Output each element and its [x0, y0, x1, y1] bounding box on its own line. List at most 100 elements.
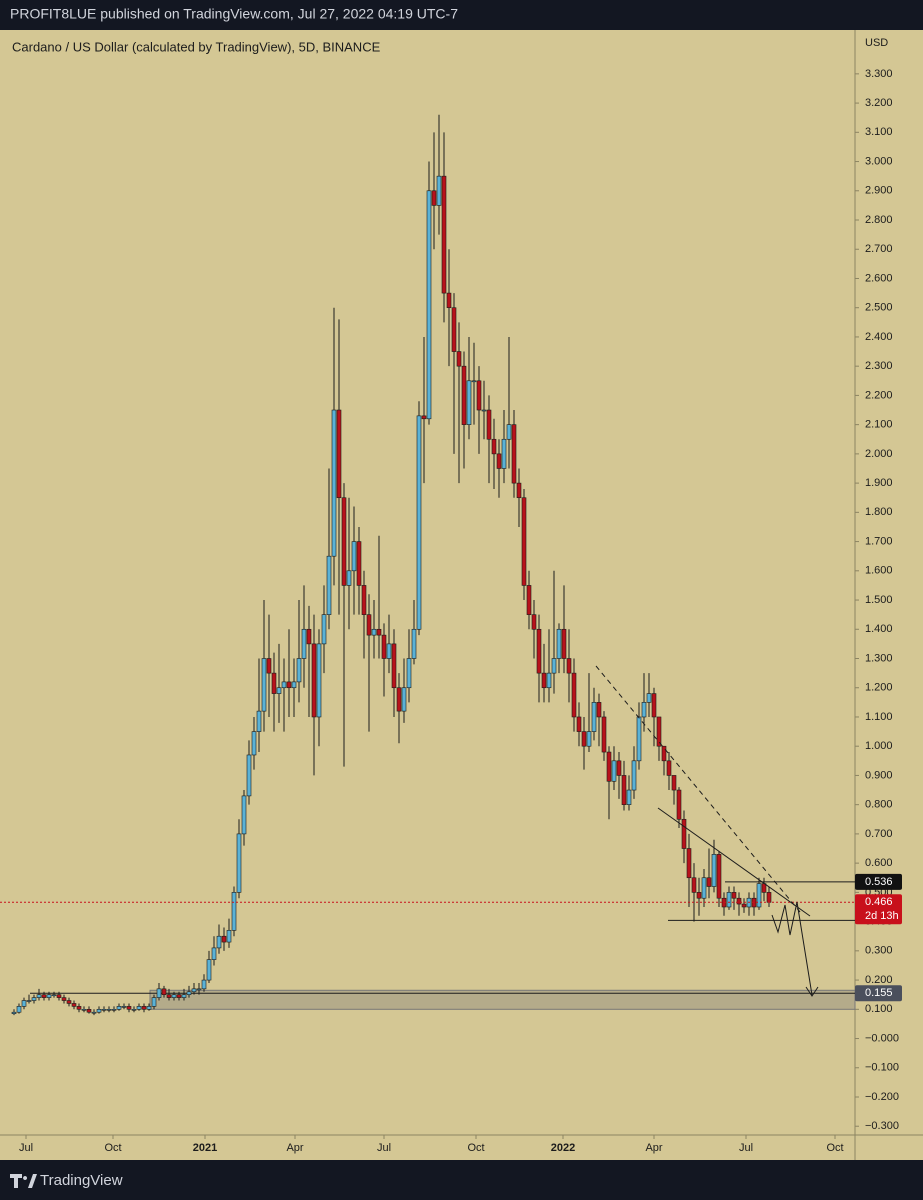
price-tag-label: 0.536: [865, 876, 893, 888]
candle-body: [676, 789, 682, 820]
y-tick-label: 0.200: [865, 974, 893, 986]
candle-body: [131, 1008, 137, 1011]
y-tick-label: 1.900: [865, 477, 893, 489]
x-tick-label: 2021: [193, 1142, 217, 1154]
y-tick-label: 3.200: [865, 97, 893, 109]
candle-body: [91, 1011, 97, 1014]
chart-title: Cardano / US Dollar (calculated by Tradi…: [12, 39, 381, 54]
candle-body: [611, 760, 617, 782]
candle-body: [581, 731, 587, 747]
y-tick-label: 1.400: [865, 623, 893, 635]
y-tick-label: 1.200: [865, 682, 893, 694]
y-tick-label: −0.300: [865, 1120, 899, 1132]
candle-body: [681, 818, 687, 849]
candle-body: [631, 760, 637, 791]
candle-body: [201, 979, 207, 990]
candle-body: [426, 190, 432, 420]
candle-body: [416, 415, 422, 630]
candle-body: [296, 658, 302, 683]
candle-body: [321, 614, 327, 645]
candle-body: [741, 903, 747, 908]
candle-body: [506, 424, 512, 440]
candle-body: [106, 1008, 112, 1011]
projection-path: [771, 901, 813, 996]
price-tag-label: 0.466: [865, 896, 893, 908]
candle-body: [716, 854, 722, 899]
y-tick-label: 2.200: [865, 389, 893, 401]
candle-body: [651, 693, 657, 718]
axis-unit: USD: [865, 37, 888, 49]
candle-body: [636, 716, 642, 762]
candle-body: [691, 877, 697, 893]
candle-body: [541, 672, 547, 689]
x-tick-label: Jul: [377, 1142, 391, 1154]
price-tag: [855, 873, 902, 890]
candle-body: [351, 541, 357, 572]
candle-body: [171, 994, 177, 998]
candle-body: [591, 702, 597, 732]
candle-body: [546, 672, 552, 689]
candle-body: [196, 988, 202, 991]
y-tick-label: 1.500: [865, 594, 893, 606]
candle-body: [26, 1000, 32, 1002]
candle-body: [316, 643, 322, 718]
x-tick-label: Jul: [19, 1142, 33, 1154]
candle-body: [706, 877, 712, 887]
arrow-head: [805, 986, 819, 997]
candle-body: [531, 614, 537, 630]
x-tick-label: 2022: [551, 1142, 575, 1154]
candle-body: [346, 570, 352, 586]
candle-body: [271, 672, 277, 694]
candle-body: [251, 731, 257, 756]
candle-body: [686, 848, 692, 879]
candle-body: [266, 658, 272, 674]
candle-body: [696, 892, 702, 899]
candle-body: [46, 994, 52, 998]
price-tag: [855, 894, 902, 925]
candle-body: [111, 1008, 117, 1011]
candle-body: [441, 175, 447, 294]
candle-body: [726, 892, 732, 908]
candle-body: [341, 497, 347, 586]
candle-body: [476, 380, 482, 411]
header-text: PROFIT8LUE published on TradingView.com,…: [10, 6, 458, 22]
candle-body: [156, 988, 162, 998]
x-tick-label: Apr: [645, 1142, 662, 1154]
y-tick-label: 0.600: [865, 857, 893, 869]
y-tick-label: 3.100: [865, 126, 893, 138]
chart-bg: [0, 30, 923, 1160]
y-tick-label: −0.000: [865, 1032, 899, 1044]
y-tick-label: 2.300: [865, 360, 893, 372]
candle-body: [396, 687, 402, 712]
candle-body: [231, 892, 237, 931]
candle-body: [766, 892, 772, 903]
candle-body: [391, 643, 397, 689]
candle-body: [66, 1000, 72, 1004]
candle-body: [361, 585, 367, 615]
plot: 3.300 3.200 3.100 3.000 2.900 2.800 2.700 2.600…: [0, 68, 902, 1154]
candle-body: [356, 541, 362, 586]
candle-body: [181, 994, 187, 998]
x-tick-label: Jul: [739, 1142, 753, 1154]
y-tick-label: 2.800: [865, 214, 893, 226]
candle-body: [221, 935, 227, 943]
candle-body: [451, 307, 457, 352]
candle-body: [261, 658, 267, 712]
candle-body: [646, 693, 652, 703]
candle-body: [586, 731, 592, 747]
y-tick-label: 0.300: [865, 945, 893, 957]
candle-body: [576, 716, 582, 732]
candle-body: [561, 628, 567, 659]
candle-body: [466, 380, 472, 425]
candle-body: [161, 988, 167, 995]
y-tick-label: 1.600: [865, 565, 893, 577]
candle-body: [446, 292, 452, 309]
candle-body: [11, 1011, 17, 1014]
candle-body: [276, 687, 282, 694]
candle-body: [421, 415, 427, 420]
candle-body: [31, 997, 37, 1001]
candle-body: [126, 1006, 132, 1010]
y-tick-label: 1.100: [865, 711, 893, 723]
